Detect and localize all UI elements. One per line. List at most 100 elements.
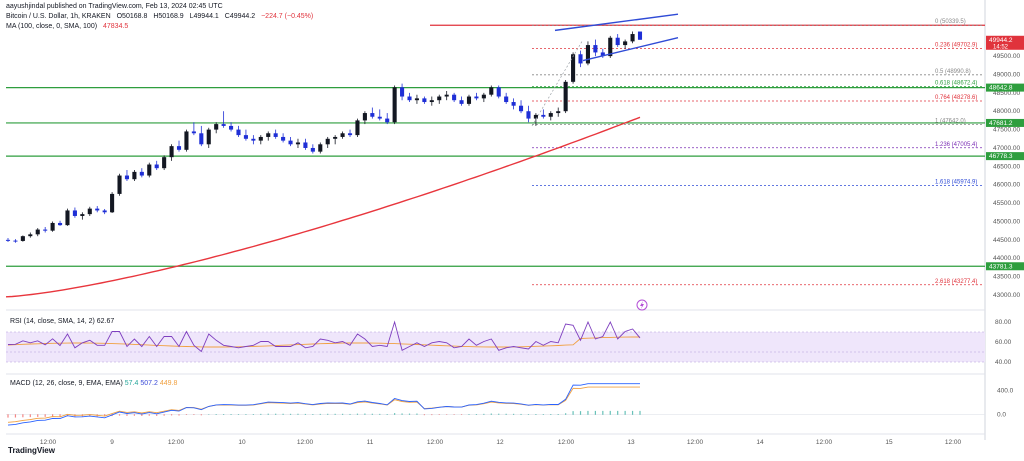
macd-histogram-bar bbox=[22, 414, 24, 418]
price-axis-tag bbox=[986, 118, 1024, 127]
macd-histogram-bar bbox=[215, 414, 217, 415]
candle-body bbox=[333, 136, 338, 139]
candle bbox=[13, 239, 18, 243]
candle bbox=[50, 221, 55, 232]
publisher-line: aayushjindal published on TradingView.co… bbox=[6, 3, 227, 10]
candle-body bbox=[541, 114, 546, 117]
candle bbox=[362, 111, 367, 125]
ma100-line bbox=[5, 116, 641, 298]
candle-body bbox=[58, 222, 63, 226]
macd-line-value: 507.2 bbox=[140, 380, 158, 387]
time-tick-label: 12:00 bbox=[687, 439, 704, 446]
candle-body bbox=[496, 87, 501, 97]
fib-level-label: 2.618 (43277.4) bbox=[935, 279, 977, 285]
candle-body bbox=[533, 114, 538, 119]
macd-histogram-bar bbox=[341, 413, 344, 415]
candle-body bbox=[429, 100, 434, 103]
macd-label[interactable]: MACD (12, 26, close, 9, EMA, EMA) bbox=[10, 380, 123, 387]
macd-histogram-bar bbox=[356, 413, 359, 415]
time-tick-label: 10 bbox=[238, 439, 246, 446]
candle bbox=[340, 131, 345, 139]
time-tick-label: 12 bbox=[496, 439, 504, 446]
price-axis-tag bbox=[986, 152, 1024, 161]
price-tick-label: 47000.00 bbox=[993, 145, 1020, 152]
tradingview-logo[interactable]: TradingView bbox=[8, 446, 55, 455]
candle-body bbox=[637, 31, 643, 40]
candle-body bbox=[459, 100, 464, 104]
candle bbox=[511, 98, 516, 110]
macd-histogram-bar bbox=[52, 414, 54, 417]
macd-histogram-bar bbox=[89, 414, 91, 417]
candle bbox=[429, 96, 434, 106]
macd-histogram-bar bbox=[327, 413, 329, 415]
candle bbox=[541, 109, 546, 119]
candle bbox=[414, 94, 419, 104]
candle-body bbox=[563, 81, 568, 112]
candle bbox=[139, 168, 144, 178]
macd-histogram-bar bbox=[312, 414, 314, 415]
macd-histogram-bar bbox=[587, 410, 589, 415]
candle bbox=[251, 135, 256, 145]
macd-signal-value: 449.8 bbox=[159, 380, 178, 387]
price-tick-label: 47500.00 bbox=[993, 127, 1020, 134]
candle bbox=[273, 129, 278, 139]
time-tick-label: 14 bbox=[756, 439, 764, 446]
candle bbox=[35, 228, 40, 237]
macd-histogram-bar bbox=[379, 413, 381, 415]
macd-histogram-bar bbox=[237, 414, 240, 415]
candle-body bbox=[13, 240, 18, 242]
macd-tick-label: 0.0 bbox=[997, 411, 1006, 418]
candle bbox=[459, 96, 464, 106]
rsi-label[interactable]: RSI (14, close, SMA, 14, 2) bbox=[10, 318, 95, 325]
candle bbox=[496, 85, 501, 99]
candle bbox=[556, 107, 561, 117]
ma-label[interactable]: MA (100, close, 0, SMA, 100) bbox=[6, 23, 98, 30]
macd-histogram-bar bbox=[289, 413, 292, 415]
macd-histogram-bar bbox=[297, 413, 299, 415]
symbol-name[interactable]: Bitcoin / U.S. Dollar, 1h, KRAKEN bbox=[6, 13, 111, 20]
candle bbox=[355, 118, 360, 137]
macd-histogram-bar bbox=[141, 414, 143, 416]
macd-histogram-bar bbox=[7, 414, 9, 418]
candle-body bbox=[340, 133, 345, 137]
candle-body bbox=[243, 135, 248, 139]
macd-tick-label: 400.0 bbox=[997, 388, 1014, 395]
candle-body bbox=[347, 133, 353, 136]
candle bbox=[392, 85, 397, 125]
candle-body bbox=[600, 52, 605, 57]
rsi-value: 62.67 bbox=[96, 318, 115, 325]
candle bbox=[80, 212, 85, 220]
time-tick-label: 12:00 bbox=[945, 439, 962, 446]
time-tick-label: 13 bbox=[627, 439, 635, 446]
candle bbox=[258, 135, 263, 145]
candle bbox=[623, 39, 628, 49]
close-value: C49944.2 bbox=[224, 13, 256, 20]
candle-body bbox=[28, 234, 33, 237]
time-tick-label: 15 bbox=[885, 439, 893, 446]
macd-histogram-bar bbox=[453, 414, 455, 415]
candle-body bbox=[236, 129, 241, 136]
macd-histogram-bar bbox=[438, 414, 440, 415]
candle bbox=[288, 136, 293, 147]
macd-histogram-bar bbox=[550, 414, 552, 415]
candle bbox=[117, 173, 122, 196]
candle-body bbox=[184, 131, 189, 150]
candle-body bbox=[422, 98, 427, 103]
candle bbox=[347, 129, 353, 137]
candle-body bbox=[578, 54, 583, 64]
macd-histogram-bar bbox=[565, 413, 567, 415]
candle bbox=[95, 206, 100, 213]
candle-body bbox=[288, 140, 293, 145]
macd-histogram-bar bbox=[349, 413, 351, 415]
macd-histogram-bar bbox=[193, 414, 195, 416]
candle bbox=[102, 208, 107, 215]
macd-histogram-bar bbox=[223, 414, 225, 415]
tv-brand: TradingView bbox=[8, 446, 55, 455]
candle bbox=[303, 138, 308, 150]
candle bbox=[229, 122, 234, 132]
rsi-tick-label: 80.00 bbox=[995, 319, 1012, 326]
price-axis-tag-text: 46778.3 bbox=[989, 153, 1013, 160]
candle-body bbox=[273, 133, 278, 137]
macd-histogram-bar bbox=[475, 414, 478, 415]
